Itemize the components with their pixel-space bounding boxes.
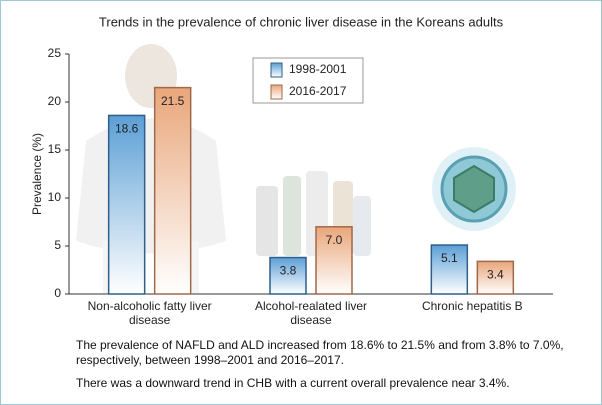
legend-label: 1998-2001 — [289, 62, 347, 76]
bar — [476, 260, 515, 295]
value-label: 3.8 — [280, 264, 297, 278]
y-tick-label: 25 — [48, 46, 62, 60]
y-tick-label: 0 — [54, 286, 61, 300]
y-tick-label: 10 — [48, 190, 62, 204]
caption: There was a downward trend in CHB with a… — [76, 376, 510, 390]
illustration-person — [76, 44, 226, 293]
x-tick-label: Alcohol-realated liver disease — [254, 299, 368, 327]
caption: The prevalence of NAFLD and ALD increase… — [76, 338, 564, 367]
legend-swatch — [270, 84, 283, 100]
value-label: 18.6 — [115, 122, 139, 136]
legend-label: 2016-2017 — [289, 84, 347, 98]
bar — [315, 226, 353, 295]
bar — [107, 114, 146, 295]
value-label: 21.5 — [161, 94, 185, 108]
value-label: 5.1 — [441, 251, 458, 265]
illustration-virus — [432, 147, 516, 231]
y-tick-label: 20 — [48, 94, 62, 108]
x-tick-label: Chronic hepatitis B — [421, 299, 523, 313]
y-axis-label: Prevalence (%) — [30, 133, 44, 215]
y-tick-label: 5 — [54, 238, 61, 252]
chart-title: Trends in the prevalence of chronic live… — [99, 14, 504, 29]
y-tick-label: 15 — [48, 142, 62, 156]
value-label: 7.0 — [326, 233, 343, 247]
value-label: 3.4 — [487, 268, 504, 282]
bar — [269, 256, 307, 295]
x-tick-label: Non-alcoholic fatty liver disease — [87, 299, 212, 327]
bar — [430, 244, 469, 295]
bar — [153, 86, 192, 295]
legend-swatch — [270, 62, 283, 78]
illustration-bottles — [256, 171, 371, 256]
